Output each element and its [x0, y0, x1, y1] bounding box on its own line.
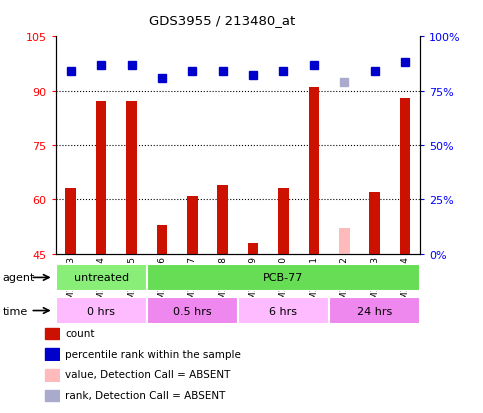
- Bar: [278, 189, 289, 254]
- Bar: [400, 99, 411, 254]
- Text: count: count: [65, 328, 95, 338]
- Bar: [238, 297, 329, 324]
- Bar: [156, 225, 167, 254]
- Text: 6 hrs: 6 hrs: [270, 306, 298, 316]
- Text: PCB-77: PCB-77: [263, 273, 304, 283]
- Text: untreated: untreated: [73, 273, 128, 283]
- Bar: [217, 185, 228, 254]
- Bar: [45, 328, 59, 339]
- Text: percentile rank within the sample: percentile rank within the sample: [65, 349, 241, 359]
- Text: 0.5 hrs: 0.5 hrs: [173, 306, 212, 316]
- Text: 24 hrs: 24 hrs: [357, 306, 392, 316]
- Bar: [45, 349, 59, 360]
- Bar: [187, 196, 198, 254]
- Bar: [56, 297, 147, 324]
- Bar: [96, 102, 106, 254]
- Bar: [329, 297, 420, 324]
- Bar: [147, 297, 238, 324]
- Bar: [45, 390, 59, 401]
- Bar: [65, 189, 76, 254]
- Bar: [45, 369, 59, 381]
- Bar: [369, 192, 380, 254]
- Bar: [56, 264, 147, 291]
- Bar: [339, 229, 350, 254]
- Text: rank, Detection Call = ABSENT: rank, Detection Call = ABSENT: [65, 390, 226, 400]
- Text: GDS3955 / 213480_at: GDS3955 / 213480_at: [149, 14, 295, 27]
- Bar: [309, 88, 319, 254]
- Text: time: time: [2, 306, 28, 316]
- Text: agent: agent: [2, 273, 35, 283]
- Bar: [248, 243, 258, 254]
- Text: value, Detection Call = ABSENT: value, Detection Call = ABSENT: [65, 370, 230, 380]
- Bar: [126, 102, 137, 254]
- Text: 0 hrs: 0 hrs: [87, 306, 115, 316]
- Bar: [147, 264, 420, 291]
